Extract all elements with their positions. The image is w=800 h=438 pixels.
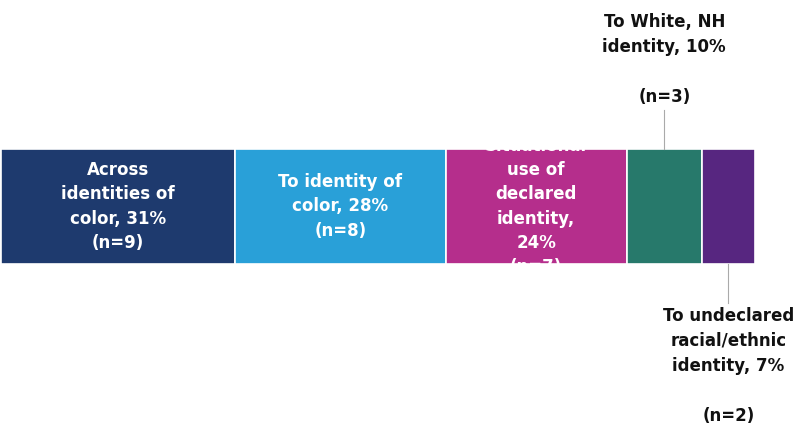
Text: Across
identities of
color, 31%
(n=9): Across identities of color, 31% (n=9) (62, 161, 175, 252)
Text: To undeclared
racial/ethnic
identity, 7%

(n=2): To undeclared racial/ethnic identity, 7%… (662, 307, 794, 425)
Bar (702, 148, 754, 265)
Text: To identity of
color, 28%
(n=8): To identity of color, 28% (n=8) (278, 173, 402, 240)
Bar (2, 148, 235, 265)
Bar (235, 148, 446, 265)
Text: Situational
use of
declared
identity,
24%
(n=7): Situational use of declared identity, 24… (485, 137, 587, 276)
Bar (446, 148, 626, 265)
Text: To White, NH
identity, 10%

(n=3): To White, NH identity, 10% (n=3) (602, 13, 726, 106)
Bar (626, 148, 702, 265)
